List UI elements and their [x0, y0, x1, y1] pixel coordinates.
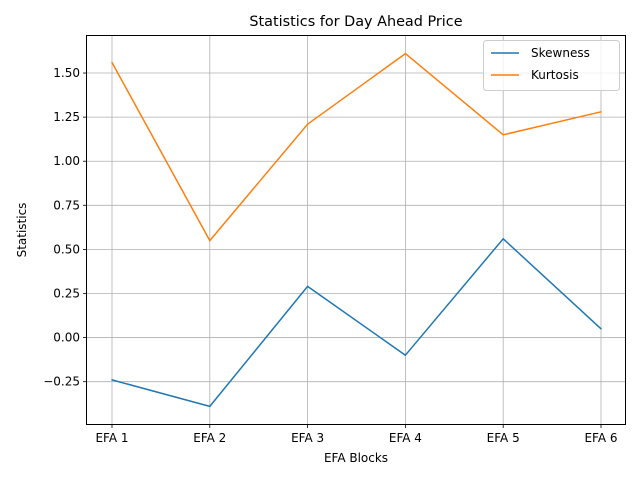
data-point: [209, 239, 211, 242]
y-axis-label: Statistics: [15, 203, 29, 258]
y-axis-ticks: −0.25 0.00 0.25 0.50 0.75 1.00 1.25 1.50: [43, 66, 87, 389]
y-tick-label: 1.50: [53, 66, 80, 80]
y-tick-label: 0.50: [53, 242, 80, 256]
x-tick-label: EFA 2: [193, 431, 226, 445]
data-point: [209, 405, 211, 408]
y-tick-label: 1.25: [53, 110, 80, 124]
legend-label: Skewness: [531, 46, 590, 60]
legend: Skewness Kurtosis: [483, 40, 620, 91]
data-point: [111, 379, 113, 381]
data-point: [111, 61, 113, 64]
data-point: [404, 354, 407, 356]
legend-label: Kurtosis: [531, 68, 579, 82]
y-tick-label: 0.75: [53, 198, 80, 212]
data-point: [404, 52, 407, 55]
x-tick-label: EFA 6: [584, 431, 617, 445]
data-point: [306, 285, 309, 288]
x-tick-label: EFA 3: [291, 431, 324, 445]
data-point: [600, 328, 602, 330]
x-tick-label: EFA 4: [389, 431, 422, 445]
plot-frame: [86, 35, 626, 425]
x-axis-ticks: EFA 1 EFA 2 EFA 3 EFA 4 EFA 5 EFA 6: [95, 424, 618, 445]
y-tick-label: 1.00: [53, 154, 80, 168]
data-point: [502, 134, 504, 136]
grid: [87, 36, 625, 424]
data-point: [502, 238, 504, 240]
x-tick-label: EFA 5: [487, 431, 520, 445]
x-tick-label: EFA 1: [95, 431, 128, 445]
data-point: [306, 123, 309, 125]
chart-title: Statistics for Day Ahead Price: [249, 14, 462, 30]
series-lines: [111, 52, 602, 408]
series-line-kurtosis: [111, 52, 602, 242]
y-tick-label: 0.25: [53, 286, 80, 300]
data-point: [600, 111, 602, 113]
series-line-skewness: [111, 238, 602, 408]
y-tick-label: −0.25: [43, 375, 80, 389]
y-tick-label: 0.00: [53, 331, 80, 345]
x-axis-label: EFA Blocks: [324, 451, 388, 465]
